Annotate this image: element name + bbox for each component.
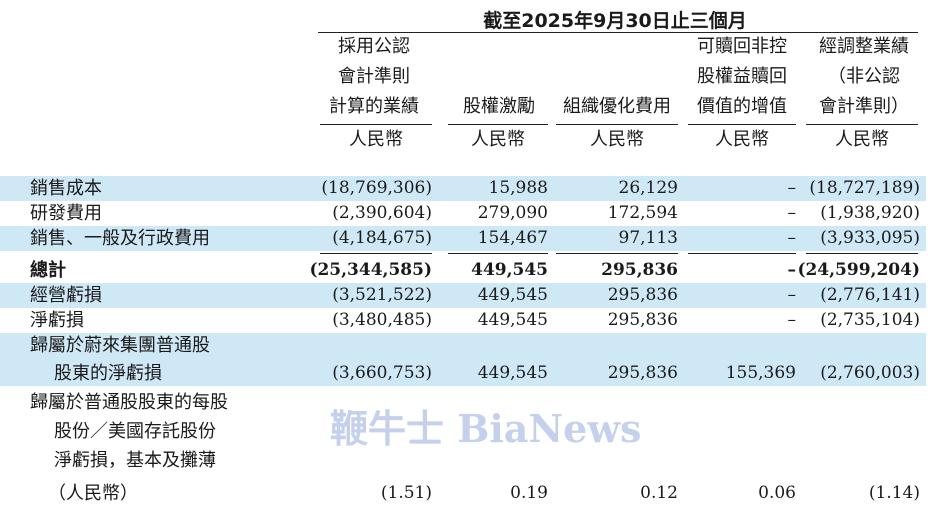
unit-adjusted: 人民幣 [835, 129, 889, 150]
cell-redeemable-accretion: – [787, 203, 797, 223]
col-rule-redeemable-accretion [688, 124, 796, 125]
cell-gaap: (3,521,522) [332, 285, 432, 305]
row-label-per-share-line4: （人民幣） [48, 483, 138, 504]
col-rule-adjusted [806, 124, 918, 125]
cell-share-comp: 449,545 [471, 260, 548, 280]
row-label-per-share-line1: 歸屬於普通股股東的每股 [30, 392, 228, 413]
cell-gaap: (2,390,604) [332, 203, 432, 223]
row-label-cost-of-sales: 銷售成本 [30, 178, 102, 199]
col-rule-share-comp [448, 124, 548, 125]
cell-gaap: (4,184,675) [332, 228, 432, 248]
row-label-sga: 銷售、一般及行政費用 [30, 228, 210, 249]
cell-org-optimization: 0.12 [640, 483, 678, 503]
cell-gaap: (1.51) [380, 483, 432, 503]
row-band [0, 176, 926, 201]
cell-adjusted: (2,735,104) [820, 310, 920, 330]
row-label-total: 總計 [30, 260, 66, 281]
cell-adjusted: (2,776,141) [820, 285, 920, 305]
cell-org-optimization: 295,836 [607, 310, 678, 330]
cell-gaap: (3,480,485) [332, 310, 432, 330]
row-label-attributable-line1: 歸屬於蔚來集團普通股 [30, 335, 210, 356]
cell-org-optimization: 26,129 [618, 178, 678, 198]
row-band [0, 333, 926, 386]
unit-redeemable-accretion: 人民幣 [715, 129, 769, 150]
total-rule-gaap [320, 253, 432, 254]
col-rule-org-optimization [556, 124, 678, 125]
total-rule-adjusted [806, 253, 918, 254]
cell-org-optimization: 295,836 [601, 260, 678, 280]
row-label-net-loss: 淨虧損 [30, 310, 84, 331]
cell-share-comp: 449,545 [477, 310, 548, 330]
cell-share-comp: 449,545 [477, 285, 548, 305]
row-band [0, 283, 926, 308]
total-rule-org-optimization [556, 253, 678, 254]
row-label-attributable-line2: 股東的淨虧損 [54, 363, 162, 384]
cell-adjusted: (3,933,095) [820, 228, 920, 248]
cell-share-comp: 154,467 [477, 228, 548, 248]
cell-adjusted: (1,938,920) [820, 203, 920, 223]
cell-redeemable-accretion: 0.06 [758, 483, 796, 503]
col-header-gaap: 採用公認 會計準則 計算的業績 [329, 36, 419, 117]
total-rule-redeemable-accretion [688, 253, 796, 254]
cell-share-comp: 279,090 [477, 203, 548, 223]
col-header-org-optimization: 組織優化費用 [563, 96, 671, 117]
row-label-rnd: 研發費用 [30, 203, 102, 224]
cell-redeemable-accretion: – [787, 310, 797, 330]
cell-gaap: (3,660,753) [332, 363, 432, 383]
cell-adjusted: (18,727,189) [809, 178, 920, 198]
col-header-share-comp: 股權激勵 [463, 96, 535, 117]
row-band [0, 226, 926, 251]
col-rule-gaap [320, 124, 432, 125]
total-rule-share-comp [448, 253, 548, 254]
cell-org-optimization: 295,836 [607, 363, 678, 383]
cell-redeemable-accretion: – [787, 260, 797, 280]
period-header: 截至2025年9月30日止三個月 [483, 10, 747, 32]
cell-redeemable-accretion: – [787, 285, 797, 305]
cell-gaap: (18,769,306) [321, 178, 432, 198]
cell-adjusted: (24,599,204) [797, 260, 920, 280]
cell-share-comp: 15,988 [488, 178, 548, 198]
cell-share-comp: 449,545 [477, 363, 548, 383]
row-label-operating-loss: 經營虧損 [30, 285, 102, 306]
cell-adjusted: (2,760,003) [820, 363, 920, 383]
cell-gaap: (25,344,585) [309, 260, 432, 280]
row-label-per-share-line2: 股份／美國存託股份 [54, 421, 216, 442]
cell-redeemable-accretion: – [787, 178, 797, 198]
cell-adjusted: (1.14) [868, 483, 920, 503]
cell-org-optimization: 295,836 [607, 285, 678, 305]
watermark: 鞭牛士 BiaNews [330, 406, 642, 451]
col-header-redeemable-accretion: 可贖回非控 股權益贖回 價值的增值 [697, 36, 787, 117]
cell-share-comp: 0.19 [510, 483, 548, 503]
unit-share-comp: 人民幣 [471, 129, 525, 150]
period-rule [318, 32, 918, 33]
row-label-per-share-line3: 淨虧損，基本及攤薄 [54, 450, 216, 471]
cell-redeemable-accretion: 155,369 [725, 363, 796, 383]
unit-org-optimization: 人民幣 [590, 129, 644, 150]
unit-gaap: 人民幣 [349, 129, 403, 150]
cell-org-optimization: 97,113 [618, 228, 678, 248]
cell-org-optimization: 172,594 [607, 203, 678, 223]
cell-redeemable-accretion: – [787, 228, 797, 248]
col-header-adjusted: 經調整業績 （非公認 會計準則） [819, 36, 909, 117]
